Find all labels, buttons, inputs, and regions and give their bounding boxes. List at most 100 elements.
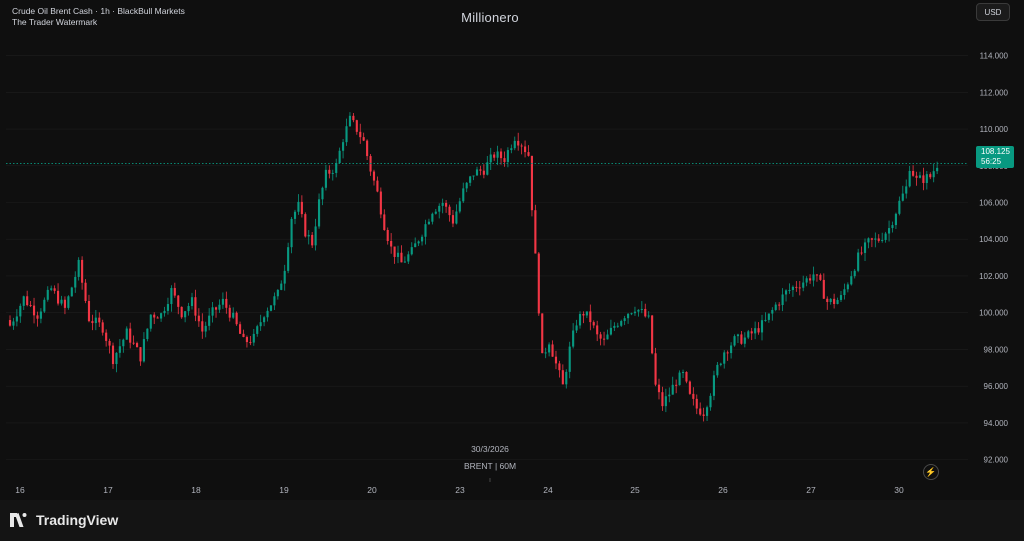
candle-body (57, 290, 60, 304)
candle-body (225, 298, 228, 308)
candle-body (633, 311, 637, 314)
candle-body (67, 296, 70, 308)
candle-body (922, 175, 925, 183)
candle-body (441, 202, 444, 206)
y-tick-label: 92.000 (984, 456, 1009, 465)
candle-body (736, 334, 740, 337)
candle-body (874, 238, 877, 240)
candle-body (417, 241, 420, 244)
y-tick-label: 114.000 (980, 52, 1009, 61)
candle-body (214, 307, 218, 310)
candle-body (740, 334, 743, 344)
candle-body (400, 252, 403, 263)
candle-body (311, 234, 314, 246)
candle-body (613, 325, 616, 328)
candle-body (283, 270, 286, 284)
candle-body (925, 174, 928, 183)
candle-body (149, 314, 152, 329)
candle-body (273, 296, 276, 306)
candle-body (479, 169, 482, 171)
candle-body (774, 304, 777, 310)
candle-body (386, 230, 389, 242)
candle-body (221, 298, 224, 305)
lightning-icon[interactable]: ⚡ (923, 464, 939, 480)
candle-body (826, 298, 829, 303)
candle-body (290, 218, 293, 248)
candle-body (908, 170, 911, 187)
candle-body (355, 120, 358, 132)
y-tick-label: 94.000 (984, 419, 1009, 428)
footer-bar: TradingView (0, 500, 1024, 541)
candle-body (108, 340, 111, 346)
candle-body (87, 300, 91, 322)
candle-body (125, 328, 128, 340)
candle-body (534, 210, 537, 254)
candle-body (805, 278, 808, 283)
candle-body (451, 215, 455, 224)
indicator-watermark-label[interactable]: The Trader Watermark (12, 17, 98, 27)
tradingview-logo[interactable]: TradingView (8, 512, 118, 528)
candle-body (84, 282, 87, 301)
candle-body (239, 324, 242, 334)
candle-body (118, 346, 121, 353)
candle-body (877, 238, 880, 241)
symbol-interval-label: BRENT | 60M (463, 461, 517, 471)
candle-body (675, 384, 678, 386)
x-tick-label: 24 (543, 485, 553, 495)
candle-body (887, 228, 891, 234)
candle-body (609, 327, 612, 335)
candle-body (860, 252, 863, 254)
x-tick-label: 16 (15, 485, 25, 495)
currency-button[interactable]: USD (976, 3, 1010, 21)
candle-body (798, 287, 801, 289)
candle-body (822, 279, 825, 299)
candle-body (778, 304, 781, 306)
candle-body (458, 201, 461, 212)
candle-body (235, 312, 238, 325)
candle-body (218, 304, 221, 310)
candle-body (170, 288, 173, 305)
candle-body (788, 289, 791, 291)
candle-body (558, 363, 561, 371)
candle-body (445, 202, 448, 207)
candle-body (324, 169, 327, 188)
candle-body (853, 270, 856, 277)
candle-body (881, 239, 884, 241)
candle-body (685, 371, 688, 382)
candle-body (74, 276, 77, 288)
y-tick-label: 104.000 (979, 235, 1008, 244)
candle-body (142, 339, 145, 362)
candle-body (115, 352, 118, 365)
candle-body (743, 337, 746, 344)
candle-body (132, 342, 135, 344)
candle-body (668, 394, 671, 397)
candle-body (572, 330, 575, 347)
candle-body (12, 321, 15, 326)
y-tick-label: 112.000 (980, 88, 1009, 97)
candle-body (420, 236, 424, 242)
candle-body (681, 371, 685, 373)
candle-body (592, 322, 595, 326)
candle-body (726, 352, 729, 354)
candle-body (201, 321, 204, 332)
candle-body (915, 175, 918, 178)
candle-body (688, 381, 691, 394)
candle-body (211, 307, 214, 316)
candle-body (465, 182, 468, 189)
candle-body (517, 140, 520, 146)
candlestick-chart[interactable]: 92.000 94.000 96.000 98.000 100.000 102.000 10… (0, 0, 1024, 500)
chart-area[interactable] (0, 0, 1024, 500)
candle-body (524, 146, 527, 153)
candle-body (716, 364, 719, 376)
candle-body (177, 295, 180, 307)
candle-body (541, 313, 544, 354)
candle-body (627, 313, 630, 319)
candle-body (510, 148, 513, 151)
symbol-title[interactable]: Crude Oil Brent Cash · 1h · BlackBull Ma… (12, 6, 185, 16)
candle-body (396, 252, 400, 257)
candle-body (692, 393, 695, 399)
candle-body (544, 352, 547, 354)
candle-body (527, 152, 530, 156)
candle-body (70, 287, 73, 297)
candle-body (932, 171, 935, 178)
